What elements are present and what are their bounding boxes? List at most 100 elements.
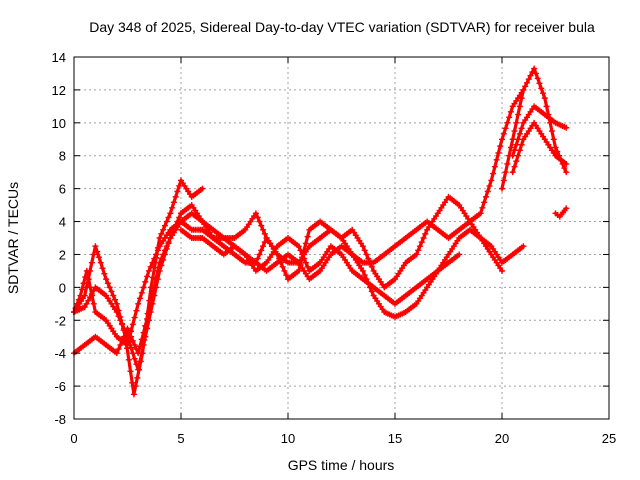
data-point-marker bbox=[113, 350, 120, 357]
data-point-marker bbox=[260, 226, 267, 233]
data-point-marker bbox=[154, 276, 161, 283]
data-point-marker bbox=[176, 214, 183, 221]
y-axis-label: SDTVAR / TECUs bbox=[5, 182, 21, 294]
data-point-marker bbox=[359, 243, 366, 250]
data-point-marker bbox=[156, 235, 163, 241]
data-point-marker bbox=[199, 185, 206, 192]
data-point-marker bbox=[254, 255, 261, 262]
data-point-marker bbox=[122, 329, 129, 336]
data-point-marker bbox=[154, 247, 161, 254]
data-point-marker bbox=[413, 251, 420, 258]
series-track-i bbox=[499, 65, 570, 192]
data-point-marker bbox=[548, 128, 555, 135]
data-point-marker bbox=[509, 169, 516, 176]
data-point-marker bbox=[527, 72, 534, 79]
data-point-marker bbox=[563, 124, 570, 131]
data-point-marker bbox=[149, 300, 156, 307]
data-point-marker bbox=[151, 264, 158, 271]
data-point-marker bbox=[135, 366, 142, 373]
data-point-marker bbox=[90, 300, 97, 307]
data-point-marker bbox=[82, 274, 89, 281]
data-point-marker bbox=[85, 297, 92, 304]
data-point-marker bbox=[87, 284, 94, 291]
data-point-marker bbox=[520, 86, 527, 93]
data-point-marker bbox=[274, 251, 281, 258]
data-point-marker bbox=[482, 193, 489, 200]
data-point-marker bbox=[490, 170, 497, 177]
data-point-marker bbox=[79, 286, 86, 293]
data-point-marker bbox=[543, 103, 550, 110]
data-point-marker bbox=[167, 235, 174, 241]
data-point-marker bbox=[131, 355, 138, 362]
data-point-marker bbox=[117, 317, 124, 324]
data-point-marker bbox=[359, 267, 366, 274]
data-point-marker bbox=[513, 119, 520, 126]
data-point-marker bbox=[256, 251, 263, 258]
data-point-marker bbox=[126, 339, 133, 346]
data-point-marker bbox=[422, 230, 429, 237]
data-point-marker bbox=[563, 169, 570, 176]
data-point-marker bbox=[136, 295, 143, 302]
data-point-marker bbox=[529, 69, 536, 76]
data-point-marker bbox=[561, 165, 568, 172]
data-point-marker bbox=[158, 230, 165, 237]
data-point-marker bbox=[511, 147, 518, 154]
data-point-marker bbox=[256, 218, 263, 225]
data-point-marker bbox=[129, 379, 136, 386]
data-point-marker bbox=[169, 230, 176, 237]
data-point-marker bbox=[513, 141, 520, 148]
data-point-marker bbox=[511, 163, 518, 170]
data-point-marker bbox=[479, 204, 486, 211]
data-point-marker bbox=[115, 346, 122, 353]
data-point-marker bbox=[160, 256, 167, 263]
data-point-marker bbox=[361, 272, 368, 279]
x-tick-label: 5 bbox=[177, 431, 184, 446]
data-point-marker bbox=[133, 307, 140, 314]
data-point-marker bbox=[532, 70, 539, 77]
data-point-marker bbox=[506, 114, 513, 121]
series-track-k bbox=[509, 119, 570, 176]
data-point-marker bbox=[481, 199, 488, 206]
data-point-marker bbox=[74, 300, 81, 307]
data-point-marker bbox=[158, 262, 165, 269]
data-point-marker bbox=[536, 80, 543, 87]
data-point-marker bbox=[140, 284, 147, 291]
series-track-l bbox=[552, 205, 570, 220]
data-point-marker bbox=[80, 280, 87, 287]
data-point-marker bbox=[90, 287, 97, 294]
data-point-marker bbox=[94, 248, 101, 255]
data-point-marker bbox=[161, 222, 168, 229]
series-track-f bbox=[178, 86, 527, 291]
data-point-marker bbox=[516, 147, 523, 154]
data-point-marker bbox=[261, 239, 268, 246]
data-point-marker bbox=[130, 391, 137, 398]
y-tick-label: -8 bbox=[54, 412, 66, 427]
data-point-marker bbox=[516, 103, 523, 110]
data-point-marker bbox=[515, 111, 522, 118]
data-point-marker bbox=[488, 177, 495, 184]
data-point-marker bbox=[515, 152, 522, 159]
data-point-marker bbox=[415, 247, 422, 254]
data-point-marker bbox=[129, 337, 136, 344]
data-point-marker bbox=[88, 259, 95, 266]
data-point-marker bbox=[515, 136, 522, 143]
data-point-marker bbox=[525, 76, 532, 83]
data-point-marker bbox=[258, 222, 265, 229]
data-point-marker bbox=[144, 273, 151, 280]
data-point-marker bbox=[145, 267, 152, 274]
data-point-marker bbox=[120, 325, 127, 332]
y-tick-label: 12 bbox=[52, 83, 66, 98]
data-point-marker bbox=[160, 226, 167, 233]
data-point-marker bbox=[149, 259, 156, 266]
y-tick-label: 0 bbox=[59, 280, 66, 295]
data-point-marker bbox=[132, 383, 139, 390]
data-point-marker bbox=[147, 309, 154, 316]
data-point-marker bbox=[153, 251, 160, 258]
data-point-marker bbox=[138, 289, 145, 296]
plot-frame bbox=[73, 56, 610, 420]
data-point-marker bbox=[117, 341, 124, 348]
data-point-marker bbox=[361, 247, 368, 254]
data-point-marker bbox=[129, 321, 136, 328]
data-point-marker bbox=[538, 85, 545, 92]
data-point-marker bbox=[541, 95, 548, 102]
